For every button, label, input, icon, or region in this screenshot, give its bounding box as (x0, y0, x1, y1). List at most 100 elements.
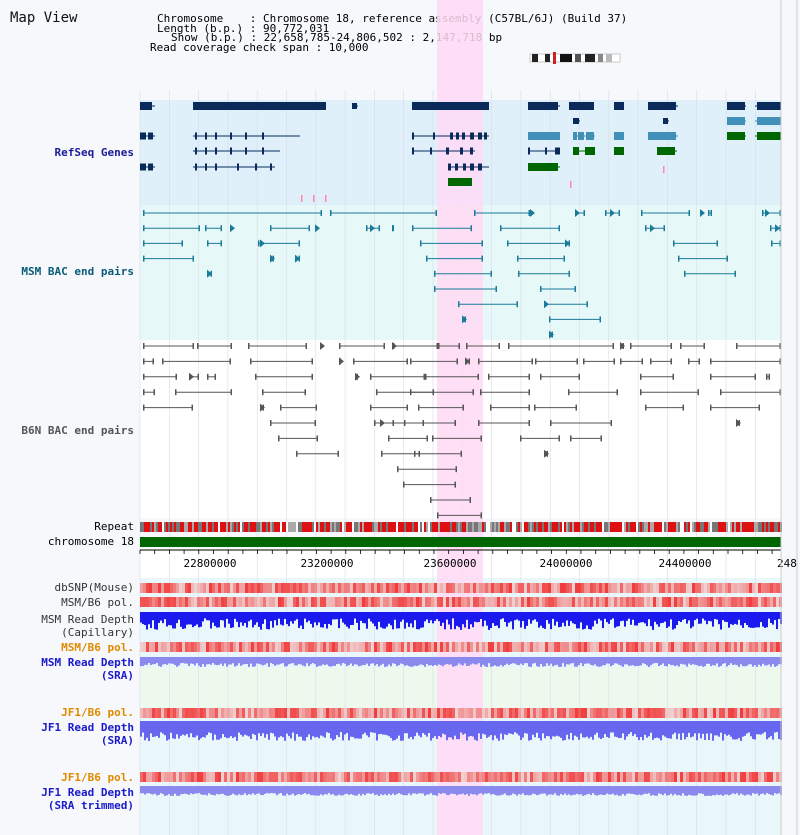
track-label-dbsnp[interactable]: dbSNP(Mouse) (55, 581, 134, 594)
heat-cell (383, 597, 386, 607)
track-label-msm-depth-cap[interactable]: MSM Read Depth (41, 613, 134, 626)
heat-cell (227, 708, 230, 718)
heat-cell (275, 642, 278, 652)
depth-bar (178, 657, 180, 666)
track-label-msm-depth-sra[interactable]: MSM Read Depth (41, 656, 134, 669)
depth-bar (446, 657, 448, 664)
depth-bar (362, 786, 364, 794)
heat-cell (206, 708, 209, 718)
heat-cell (683, 597, 686, 607)
heat-cell (329, 772, 332, 782)
heat-cell (446, 583, 449, 593)
track-label-chromosome[interactable]: chromosome 18 (48, 535, 134, 548)
depth-bar (582, 612, 584, 629)
heat-cell (755, 597, 758, 607)
depth-bar (708, 657, 710, 664)
repeat-block (178, 522, 180, 532)
heat-cell (776, 583, 779, 593)
depth-bar (334, 721, 336, 739)
depth-bar (490, 657, 492, 667)
depth-bar (550, 612, 552, 629)
repeat-block (382, 522, 384, 532)
track-label-jf1-depth-sra[interactable]: JF1 Read Depth (41, 721, 134, 734)
track-label-refseq-genes[interactable]: RefSeq Genes (55, 146, 134, 159)
depth-bar (228, 657, 230, 664)
depth-bar (306, 786, 308, 794)
heat-cell (326, 772, 329, 782)
depth-bar (396, 721, 398, 739)
depth-bar (454, 721, 456, 736)
depth-bar (286, 721, 288, 734)
heat-cell (269, 708, 272, 718)
heat-cell (491, 642, 494, 652)
heat-cell (671, 642, 674, 652)
heat-cell (725, 772, 728, 782)
track-label-repeat[interactable]: Repeat (94, 520, 134, 533)
depth-bar (740, 721, 742, 741)
depth-bar (624, 612, 626, 627)
depth-bar (752, 612, 754, 628)
depth-bar (618, 657, 620, 665)
depth-bar (768, 721, 770, 738)
depth-bar (450, 721, 452, 737)
repeat-track[interactable] (140, 522, 782, 532)
repeat-block (778, 522, 780, 532)
heat-cell (398, 642, 401, 652)
heat-cell (602, 642, 605, 652)
repeat-block (610, 522, 612, 532)
track-label-msm-b6-pol-2[interactable]: MSM/B6 pol. (61, 641, 134, 654)
depth-bar (190, 612, 192, 625)
bac-end-mark (221, 225, 223, 231)
bac-end-mark (388, 435, 390, 441)
heat-cell (734, 642, 737, 652)
track-label-msm-b6-pol[interactable]: MSM/B6 pol. (61, 596, 134, 609)
depth-bar (514, 786, 516, 794)
chromosome-ideogram[interactable] (530, 52, 620, 64)
depth-bar (396, 786, 398, 794)
track-label-jf1-b6-pol-2[interactable]: JF1/B6 pol. (61, 771, 134, 784)
depth-bar (544, 721, 546, 738)
bac-end-mark (407, 358, 409, 364)
track-label-jf1-b6-pol[interactable]: JF1/B6 pol. (61, 706, 134, 719)
heat-cell (545, 772, 548, 782)
depth-bar (528, 612, 530, 619)
heat-cell (524, 708, 527, 718)
depth-bar (614, 612, 616, 628)
heat-cell (725, 708, 728, 718)
bac-end-mark (770, 225, 772, 231)
depth-bar (404, 657, 406, 666)
heat-cell (212, 583, 215, 593)
gene-exon (648, 102, 676, 110)
depth-bar (434, 657, 436, 665)
chromosome-bar[interactable] (140, 537, 781, 547)
depth-bar (358, 721, 360, 739)
bac-end-mark (496, 286, 498, 292)
heat-cell (305, 772, 308, 782)
repeat-block (628, 522, 630, 532)
heat-cell (314, 597, 317, 607)
track-label-msm-bac[interactable]: MSM BAC end pairs (21, 265, 134, 278)
heat-cell (569, 642, 572, 652)
bac-end-mark (436, 210, 438, 216)
depth-bar (684, 657, 686, 665)
track-label-b6n-bac[interactable]: B6N BAC end pairs (21, 424, 134, 437)
repeat-block (538, 522, 540, 532)
depth-bar (274, 657, 276, 666)
bac-end-mark (762, 210, 764, 216)
heat-cell (314, 642, 317, 652)
heat-cell (431, 642, 434, 652)
depth-bar (258, 721, 260, 733)
repeat-block (736, 522, 738, 532)
bac-end-mark (478, 420, 480, 426)
heat-cell (197, 772, 200, 782)
heat-cell (773, 772, 776, 782)
bac-end-mark (379, 225, 381, 231)
depth-bar (402, 657, 404, 664)
track-label-jf1-depth-trim[interactable]: JF1 Read Depth (41, 786, 134, 799)
depth-bar (366, 721, 368, 735)
depth-bar (556, 657, 558, 665)
depth-bar (678, 786, 680, 795)
depth-bar (476, 721, 478, 741)
heat-cell (185, 708, 188, 718)
